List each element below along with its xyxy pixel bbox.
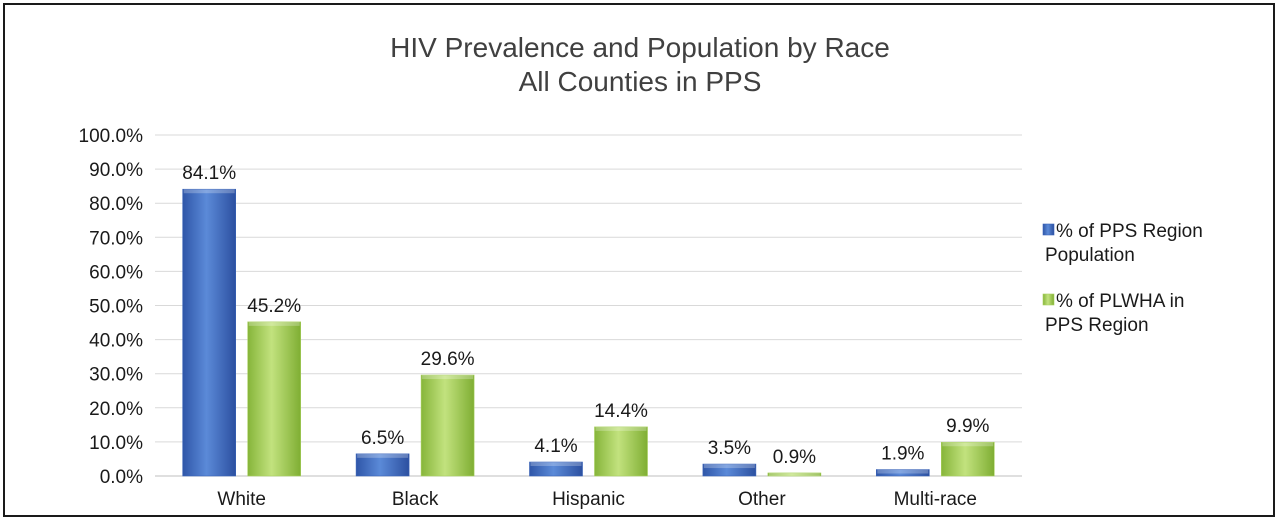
bar-population-black — [355, 453, 410, 477]
data-label: 9.9% — [946, 416, 989, 437]
y-tick-label: 60.0% — [89, 262, 143, 283]
legend: % of PPS Region Population % of PLWHA in PP… — [1042, 221, 1203, 336]
y-tick-label: 50.0% — [89, 297, 143, 318]
bar-plwha-other — [767, 472, 822, 477]
data-label: 14.4% — [594, 401, 648, 422]
x-axis: White Black Hispanic Other Multi-race — [217, 489, 977, 510]
bar-bevel — [703, 464, 755, 469]
bar-plwha-black — [420, 374, 475, 477]
bar-bevel — [422, 375, 474, 380]
data-label: 4.1% — [534, 436, 577, 457]
legend-swatch-plwha — [1042, 293, 1055, 306]
y-tick-label: 80.0% — [89, 194, 143, 215]
y-tick-label: 20.0% — [89, 399, 143, 420]
y-tick-label: 30.0% — [89, 365, 143, 386]
bar-bevel — [877, 469, 929, 474]
x-tick-label: Hispanic — [552, 489, 625, 510]
x-tick-label: White — [217, 489, 266, 510]
legend-line: % of PLWHA in — [1056, 291, 1184, 312]
data-label: 45.2% — [247, 296, 301, 317]
bars — [182, 188, 995, 477]
data-label: 84.1% — [182, 163, 236, 184]
bar-bevel — [357, 453, 409, 458]
bar-population-white — [182, 188, 236, 477]
bar-bevel — [530, 462, 582, 467]
x-tick-label: Other — [738, 489, 786, 510]
y-tick-label: 0.0% — [100, 467, 143, 488]
legend-label-population: % of PPS Region Population — [1045, 221, 1203, 266]
legend-swatch-population — [1042, 223, 1055, 236]
bar-plwha-white — [247, 321, 301, 477]
y-tick-label: 70.0% — [89, 228, 143, 249]
bar-bevel — [768, 472, 820, 476]
data-labels: 84.1% 45.2% 6.5% 29.6% 4.1% 14.4% 3.5% 0.9% 1.9%… — [182, 163, 989, 468]
data-label: 6.5% — [361, 428, 404, 449]
x-tick-label: Black — [392, 489, 439, 510]
data-label: 1.9% — [881, 444, 924, 465]
y-tick-label: 10.0% — [89, 433, 143, 454]
bar-plwha-hispanic — [594, 426, 648, 477]
legend-line: PPS Region — [1045, 315, 1149, 336]
bar-bevel — [183, 189, 235, 194]
legend-line: % of PPS Region — [1056, 221, 1203, 242]
y-tick-label: 40.0% — [89, 331, 143, 352]
y-tick-label: 100.0% — [79, 126, 144, 147]
bar-bevel — [248, 321, 300, 326]
y-tick-label: 90.0% — [89, 160, 143, 181]
chart-title: HIV Prevalence and Population by Race — [390, 32, 890, 63]
data-label: 0.9% — [773, 447, 816, 468]
x-tick-label: Multi-race — [894, 489, 977, 510]
data-label: 3.5% — [708, 438, 751, 459]
bar-plwha-multi-race — [940, 441, 995, 477]
bar-population-other — [702, 463, 757, 477]
bar-bevel — [942, 442, 994, 447]
legend-line: Population — [1045, 245, 1135, 266]
chart-subtitle: All Counties in PPS — [519, 66, 762, 97]
y-axis: 0.0% 10.0% 20.0% 30.0% 40.0% 50.0% 60.0% 70.0% 8… — [79, 126, 144, 488]
bar-population-hispanic — [529, 461, 583, 477]
legend-label-plwha: % of PLWHA in PPS Region — [1045, 291, 1184, 336]
bar-population-multi-race — [875, 469, 930, 477]
bar-bevel — [595, 426, 647, 431]
data-label: 29.6% — [421, 349, 475, 370]
